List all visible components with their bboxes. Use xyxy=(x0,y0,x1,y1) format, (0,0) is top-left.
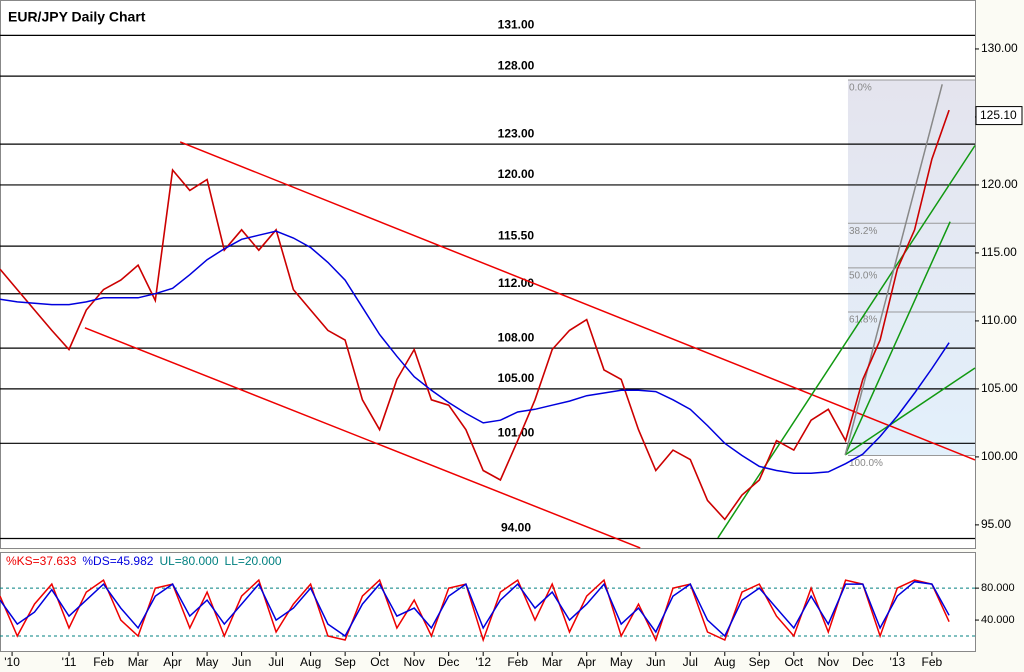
level-label: 120.00 xyxy=(498,167,535,181)
level-label: 131.00 xyxy=(498,18,535,32)
legend-entry: %DS=45.982 xyxy=(82,554,153,568)
x-tick-label: Jul xyxy=(683,655,698,669)
x-tick-label: '13 xyxy=(890,655,906,669)
x-tick-label: Aug xyxy=(300,655,321,669)
level-label: 123.00 xyxy=(498,126,535,140)
y-tick-label: 105.00 xyxy=(981,381,1018,395)
x-tick-label: Apr xyxy=(577,655,596,669)
legend-entry: UL=80.000 xyxy=(159,554,218,568)
y-tick-label: 130.00 xyxy=(981,41,1018,55)
last-price-label: 125.10 xyxy=(980,108,1017,122)
x-tick-label: May xyxy=(610,655,633,669)
stochastic-panel xyxy=(0,552,976,652)
chart-title: EUR/JPY Daily Chart xyxy=(8,9,146,25)
x-tick-label: '11 xyxy=(62,655,77,669)
fibonacci-label: 100.0% xyxy=(849,458,883,469)
trendline xyxy=(844,367,976,456)
x-tick-label: Mar xyxy=(128,655,149,669)
x-tick-label: Feb xyxy=(93,655,114,669)
series-line xyxy=(0,580,950,638)
x-tick-label: Jun xyxy=(646,655,665,669)
x-tick-label: Sep xyxy=(749,655,771,669)
level-label: 128.00 xyxy=(498,58,535,72)
y-tick-label: 110.00 xyxy=(981,313,1017,327)
x-tick-label: Aug xyxy=(714,655,735,669)
x-tick-label: Apr xyxy=(163,655,182,669)
fibonacci-label: 38.2% xyxy=(849,226,877,237)
price-panel xyxy=(0,0,976,549)
x-tick-label: Dec xyxy=(438,655,459,669)
series-line xyxy=(0,230,950,474)
y-tick-label: 120.00 xyxy=(981,177,1018,191)
x-tick-label: Dec xyxy=(852,655,873,669)
series-line xyxy=(0,578,950,643)
level-label: 115.50 xyxy=(498,228,534,242)
x-tick-label: Nov xyxy=(818,655,839,669)
x-tick-label: Nov xyxy=(403,655,424,669)
series-line xyxy=(0,109,950,521)
x-tick-label: Jun xyxy=(232,655,251,669)
level-label: 105.00 xyxy=(498,371,535,385)
x-tick-label: May xyxy=(196,655,219,669)
trendline xyxy=(84,327,641,549)
legend-entry: %KS=37.633 xyxy=(6,554,77,568)
y-tick-label: 95.00 xyxy=(981,517,1011,531)
fibonacci-label: 61.8% xyxy=(849,315,877,326)
trendline xyxy=(844,84,943,456)
trendline xyxy=(179,141,976,461)
x-tick-label: Jul xyxy=(268,655,283,669)
y-tick-label: 80.000 xyxy=(981,582,1015,594)
x-tick-label: Oct xyxy=(370,655,389,669)
level-label: 101.00 xyxy=(498,425,535,439)
x-tick-label: Sep xyxy=(334,655,356,669)
x-tick-label: Mar xyxy=(542,655,563,669)
y-tick-label: 115.00 xyxy=(981,245,1017,259)
trendline xyxy=(717,145,976,539)
level-label: 94.00 xyxy=(501,521,531,535)
level-label: 108.00 xyxy=(498,330,535,344)
y-tick-label: 100.00 xyxy=(981,449,1018,463)
x-tick-label: Feb xyxy=(507,655,528,669)
trendline xyxy=(844,221,951,456)
x-tick-label: '10 xyxy=(4,655,20,669)
level-label: 112.00 xyxy=(498,276,534,290)
legend-entry: LL=20.000 xyxy=(225,554,282,568)
last-price-box xyxy=(975,106,1023,126)
fibonacci-label: 50.0% xyxy=(849,271,877,282)
fibonacci-label: 0.0% xyxy=(849,83,872,94)
x-tick-label: '12 xyxy=(475,655,491,669)
x-tick-label: Oct xyxy=(784,655,803,669)
x-tick-label: Feb xyxy=(922,655,943,669)
y-tick-label: 40.000 xyxy=(981,614,1015,626)
